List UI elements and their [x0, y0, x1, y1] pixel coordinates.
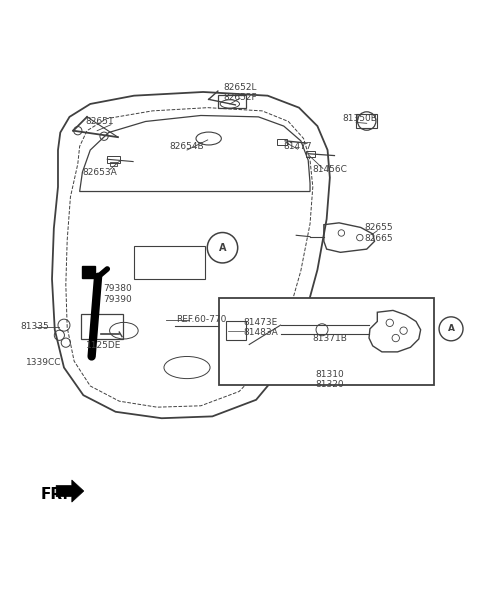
Text: 81350B: 81350B — [342, 114, 377, 123]
Text: 81335: 81335 — [21, 322, 49, 331]
Text: 81456C: 81456C — [312, 165, 348, 174]
Text: 81310
81320: 81310 81320 — [315, 370, 344, 389]
Text: A: A — [447, 324, 455, 333]
Bar — [219, 299, 433, 385]
Text: REF.60-770: REF.60-770 — [176, 315, 226, 324]
Bar — [306, 151, 315, 158]
Bar — [134, 246, 205, 279]
Bar — [110, 162, 117, 166]
Text: 79380
79390: 79380 79390 — [104, 284, 132, 303]
Text: FR.: FR. — [41, 487, 69, 502]
Bar — [356, 114, 377, 128]
Bar — [108, 156, 120, 163]
Text: A: A — [219, 243, 226, 253]
Bar — [83, 266, 96, 278]
Text: 81477: 81477 — [283, 142, 312, 151]
Text: 82653A: 82653A — [82, 168, 117, 177]
Text: 81473E
81483A: 81473E 81483A — [243, 318, 278, 337]
Polygon shape — [56, 480, 84, 502]
Bar — [226, 321, 246, 340]
Text: 82654B: 82654B — [170, 142, 204, 151]
Text: 82655
82665: 82655 82665 — [364, 223, 393, 243]
Text: 81371B: 81371B — [312, 334, 348, 343]
Bar — [218, 95, 246, 108]
Text: 82652L
82652F: 82652L 82652F — [223, 83, 257, 102]
Bar — [277, 139, 287, 145]
Text: 82651: 82651 — [85, 117, 114, 126]
Text: 1125DE: 1125DE — [86, 341, 122, 350]
Text: 1339CC: 1339CC — [26, 358, 62, 367]
Bar — [81, 314, 123, 339]
